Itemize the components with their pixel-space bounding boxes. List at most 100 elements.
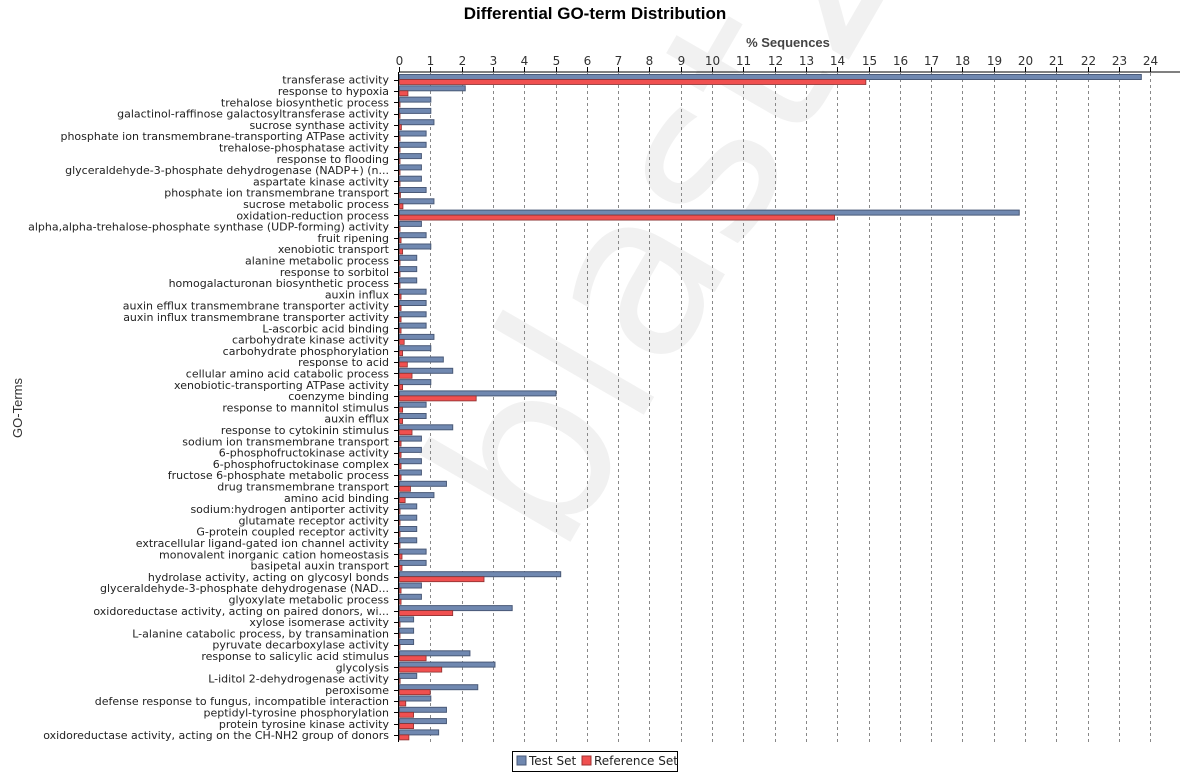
bar-test-set [399,582,422,589]
category-label: sucrose synthase activity [249,119,389,132]
bar-reference-set [399,621,401,628]
bar-test-set [399,480,447,487]
legend-label-test: Test Set [528,754,576,768]
category-label: response to mannitol stimulus [222,401,389,414]
category-label: peroxisome [325,684,389,697]
bar-reference-set [399,418,404,424]
bar-test-set [399,684,479,691]
bar-test-set [399,345,432,352]
bar-reference-set [399,610,454,616]
x-tick-label: 3 [490,54,498,68]
bar-reference-set [399,203,404,210]
bar-reference-set [399,79,867,85]
bar-test-set [399,616,415,623]
bar-test-set [399,254,418,261]
bar-test-set [399,571,562,578]
bar-test-set [399,390,557,397]
bar-reference-set [399,305,402,311]
category-label: trehalose-phosphatase activity [219,141,390,154]
bar-reference-set [399,678,401,684]
x-axis-ticks: 0 1 2 3 4 5 6 7 8 9 10 11 12 13 14 15 16 17 18 19 20 21 22 23 24 [396,54,1158,72]
category-label: transferase activity [282,74,389,87]
x-tick-label: 4 [521,54,529,68]
bar-test-set [399,492,435,499]
category-label: monovalent inorganic cation homeostasis [159,548,389,561]
x-tick-label: 0 [396,54,404,68]
category-label: coenzyme binding [288,390,389,403]
x-tick-label: 17 [924,54,939,68]
bar-test-set [399,605,513,612]
bar-test-set [399,243,432,250]
bar-test-set [399,593,422,600]
category-label: L-ascorbic acid binding [262,322,389,335]
category-label: homogalacturonan biosynthetic process [169,277,390,290]
category-label: cellular amino acid catabolic process [186,367,390,380]
bar-reference-set [399,542,401,549]
bar-test-set [399,706,447,713]
x-tick-label: 16 [893,54,908,68]
bar-test-set [399,367,454,374]
category-label: response to flooding [277,153,389,166]
bar-reference-set [399,632,401,639]
category-label: auxin efflux [324,413,389,426]
category-label: alanine metabolic process [245,254,389,267]
bar-reference-set [399,429,413,436]
bar-reference-set [399,158,401,165]
category-label: hydrolase activity, acting on glycosyl b… [148,571,389,584]
category-label: fructose 6-phosphate metabolic process [168,469,390,482]
bar-test-set [399,311,427,318]
category-label: auxin influx [325,288,390,301]
category-label: defense response to fungus, incompatible… [95,695,389,708]
bar-test-set [399,379,432,386]
bar-reference-set [399,463,402,470]
bar-reference-set [399,327,402,334]
bars [399,74,1142,741]
bar-test-set [399,695,432,702]
bar-test-set [399,559,427,566]
bar-test-set [399,639,415,645]
bar-test-set [399,627,415,634]
bar-reference-set [399,531,401,537]
category-label: protein tyrosine kinase activity [219,718,390,731]
bar-reference-set [399,282,401,289]
category-label: response to acid [298,356,389,369]
x-tick-label: 14 [830,54,845,68]
category-label: carbohydrate kinase activity [232,334,389,347]
x-tick-label: 6 [584,54,592,68]
x-tick-label: 18 [955,54,970,68]
x-tick-label: 11 [736,54,751,68]
bar-test-set [399,277,418,284]
category-label: sodium ion transmembrane transport [182,435,389,448]
category-label: aspartate kinase activity [253,175,390,188]
x-tick-label: 5 [553,54,561,68]
category-label: peptidyl-tyrosine phosphorylation [204,706,390,719]
bar-test-set [399,401,427,408]
bar-test-set [399,356,444,363]
bar-test-set [399,333,435,340]
category-label: pyruvate decarboxylase activity [212,639,389,652]
x-tick-label: 19 [987,54,1002,68]
bar-reference-set [399,440,402,447]
bar-reference-set [399,214,835,221]
bar-reference-set [399,316,402,323]
bar-reference-set [399,372,413,379]
bar-reference-set [399,271,401,278]
category-label: 6-phosphofructokinase complex [213,458,390,471]
category-label: glyoxylate metabolic process [228,593,389,606]
x-axis-title: % Sequences [746,35,830,50]
category-label: fruit ripening [317,232,389,245]
bar-reference-set [399,723,414,729]
bar-test-set [399,424,454,431]
bar-reference-set [399,225,401,232]
bar-test-set [399,650,471,657]
category-label: auxin influx transmembrane transporter a… [123,311,389,324]
x-tick-label: 20 [1018,54,1033,68]
bar-reference-set [399,587,402,594]
category-label: xylose isomerase activity [249,616,389,629]
x-tick-label: 8 [646,54,654,68]
category-label: 6-phosphofructokinase activity [219,447,390,460]
legend-box [512,751,678,772]
bar-test-set [399,672,418,679]
bar-test-set [399,209,1020,216]
